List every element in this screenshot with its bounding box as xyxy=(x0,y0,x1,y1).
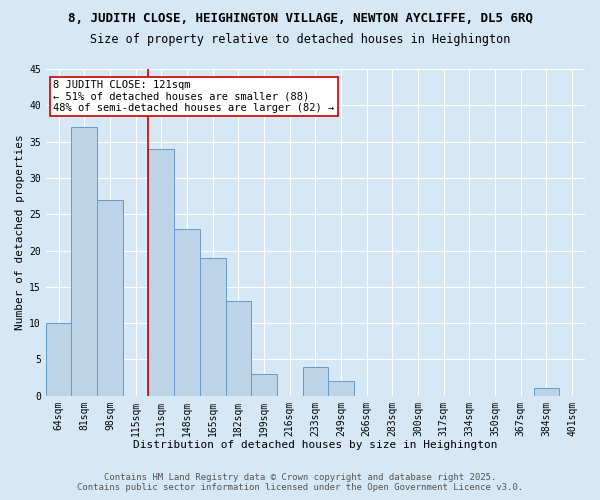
Y-axis label: Number of detached properties: Number of detached properties xyxy=(15,134,25,330)
Text: Size of property relative to detached houses in Heighington: Size of property relative to detached ho… xyxy=(90,32,510,46)
Bar xyxy=(533,388,559,396)
Bar xyxy=(200,258,226,396)
Bar xyxy=(174,228,200,396)
X-axis label: Distribution of detached houses by size in Heighington: Distribution of detached houses by size … xyxy=(133,440,497,450)
Bar xyxy=(71,127,97,396)
Bar xyxy=(97,200,123,396)
Bar xyxy=(46,323,71,396)
Text: Contains HM Land Registry data © Crown copyright and database right 2025.
Contai: Contains HM Land Registry data © Crown c… xyxy=(77,473,523,492)
Bar xyxy=(302,366,328,396)
Text: 8, JUDITH CLOSE, HEIGHINGTON VILLAGE, NEWTON AYCLIFFE, DL5 6RQ: 8, JUDITH CLOSE, HEIGHINGTON VILLAGE, NE… xyxy=(67,12,533,26)
Bar xyxy=(148,149,174,396)
Bar xyxy=(226,302,251,396)
Bar xyxy=(251,374,277,396)
Bar xyxy=(328,381,354,396)
Text: 8 JUDITH CLOSE: 121sqm
← 51% of detached houses are smaller (88)
48% of semi-det: 8 JUDITH CLOSE: 121sqm ← 51% of detached… xyxy=(53,80,335,113)
